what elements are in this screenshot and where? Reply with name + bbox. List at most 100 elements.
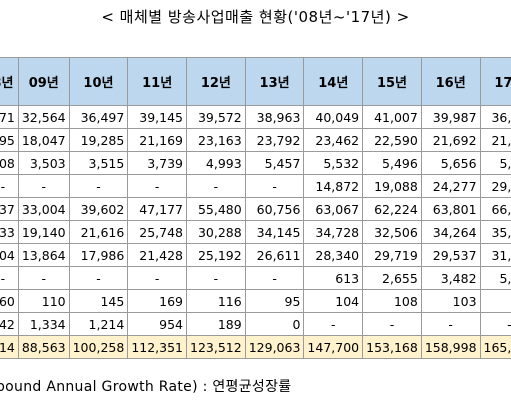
column-header: 10년	[68, 57, 129, 106]
table-cell: 36,497	[68, 105, 129, 129]
table-cell: -	[303, 312, 364, 336]
table-cell: 47,177	[127, 197, 188, 221]
column-header: 15년	[362, 57, 422, 106]
table-body: 07132,56436,49739,14539,57238,96340,0494…	[0, 105, 511, 359]
table-cell: 88,563	[17, 335, 70, 359]
table-cell: 5,656	[420, 151, 481, 175]
column-header: 14년	[303, 57, 364, 106]
table-cell: 35,337	[479, 220, 511, 244]
column-header: 09년	[17, 57, 70, 106]
table-cell: 95	[244, 289, 305, 313]
table-cell: 29,719	[362, 243, 422, 267]
table-cell: 337	[0, 197, 19, 221]
column-header: 8년	[0, 57, 19, 106]
table-cell: -	[17, 174, 70, 198]
table-cell: 23,163	[186, 128, 246, 152]
table-cell: 17,986	[68, 243, 129, 267]
table-cell: 63,067	[303, 197, 364, 221]
table-row: 79518,04719,28521,16923,16323,79223,4622…	[0, 128, 511, 152]
table-cell: 32,506	[362, 220, 422, 244]
column-header: 16년	[420, 57, 481, 106]
table-title: < 매체별 방송사업매출 현황('08년~'17년) >	[101, 8, 410, 26]
table-container: 8년09년10년11년12년13년14년15년16년17년'16년 증감( 07…	[0, 57, 511, 372]
table-cell: 100,258	[68, 335, 129, 359]
table-cell: 129,063	[244, 335, 305, 359]
table-cell: -	[0, 174, 19, 198]
table-cell: 004	[0, 243, 19, 267]
table-cell: 116	[186, 289, 246, 313]
table-row: 07132,56436,49739,14539,57238,96340,0494…	[0, 105, 511, 129]
table-cell: 21,428	[127, 243, 188, 267]
table-cell: 39,572	[186, 105, 246, 129]
table-cell: 169	[127, 289, 188, 313]
table-cell: 158,998	[420, 335, 481, 359]
footnote: pound Annual Growth Rate) : 연평균성장률	[0, 379, 292, 395]
table-cell: 34,264	[420, 220, 481, 244]
table-cell: 55,480	[186, 197, 246, 221]
table-cell: 22,590	[362, 128, 422, 152]
table-cell: 41,007	[362, 105, 422, 129]
table-cell: 3,503	[17, 151, 70, 175]
table-cell: 39,602	[68, 197, 129, 221]
table-cell: 29,251	[479, 174, 511, 198]
table-cell: 25,192	[186, 243, 246, 267]
table-cell: 32,564	[17, 105, 70, 129]
table-cell: 333	[0, 220, 19, 244]
table-cell: 60,756	[244, 197, 305, 221]
table-cell: 26,611	[244, 243, 305, 267]
table-cell: 5,457	[244, 151, 305, 175]
table-cell: 3,482	[420, 266, 481, 290]
table-row: 33319,14021,61625,74830,28834,14534,7283…	[0, 220, 511, 244]
table-cell: 189	[186, 312, 246, 336]
table-cell: 104	[303, 289, 364, 313]
table-cell: 103	[420, 289, 481, 313]
table-cell: -	[17, 266, 70, 290]
table-cell: 0	[244, 312, 305, 336]
table-cell: 21,616	[68, 220, 129, 244]
table-cell: 19,285	[68, 128, 129, 152]
table-cell: -	[186, 266, 246, 290]
table-cell: 3,739	[127, 151, 188, 175]
table-cell: 21,692	[420, 128, 481, 152]
table-cell: 112,351	[127, 335, 188, 359]
table-cell: 608	[0, 151, 19, 175]
table-row: 00413,86417,98621,42825,19226,61128,3402…	[0, 243, 511, 267]
column-header: 13년	[244, 57, 305, 106]
table-cell: 110	[17, 289, 70, 313]
column-header: 12년	[186, 57, 246, 106]
table-cell: 21,169	[127, 128, 188, 152]
total-row: 21488,563100,258112,351123,512129,063147…	[0, 335, 511, 359]
table-cell: 214	[0, 335, 19, 359]
table-cell: 5,754	[479, 151, 511, 175]
table-cell: -	[186, 174, 246, 198]
table-cell: 39,145	[127, 105, 188, 129]
table-cell: 34,145	[244, 220, 305, 244]
table-cell: 18,047	[17, 128, 70, 152]
table-cell: 23,792	[244, 128, 305, 152]
table-cell: 5,532	[303, 151, 364, 175]
broadcast-revenue-table: 8년09년10년11년12년13년14년15년16년17년'16년 증감( 07…	[0, 57, 511, 359]
header-row: 8년09년10년11년12년13년14년15년16년17년'16년 증감(	[0, 57, 511, 106]
table-cell: 108	[362, 289, 422, 313]
table-cell: 2,655	[362, 266, 422, 290]
table-cell: 3,515	[68, 151, 129, 175]
table-cell: 63,801	[420, 197, 481, 221]
table-cell: 153,168	[362, 335, 422, 359]
table-cell: -	[244, 174, 305, 198]
table-cell: -	[127, 174, 188, 198]
table-cell: 25,748	[127, 220, 188, 244]
table-cell: 19,140	[17, 220, 70, 244]
table-row: 33733,00439,60247,17755,48060,75663,0676…	[0, 197, 511, 221]
table-cell: 21,307	[479, 128, 511, 152]
table-cell: 123,512	[186, 335, 246, 359]
table-cell: 30,288	[186, 220, 246, 244]
table-cell: 613	[303, 266, 364, 290]
table-cell: 28,340	[303, 243, 364, 267]
table-cell: 33,004	[17, 197, 70, 221]
table-cell: -	[479, 312, 511, 336]
table-cell: 62,224	[362, 197, 422, 221]
table-row: 160110145169116951041081031141	[0, 289, 511, 313]
table-cell: 342	[0, 312, 19, 336]
